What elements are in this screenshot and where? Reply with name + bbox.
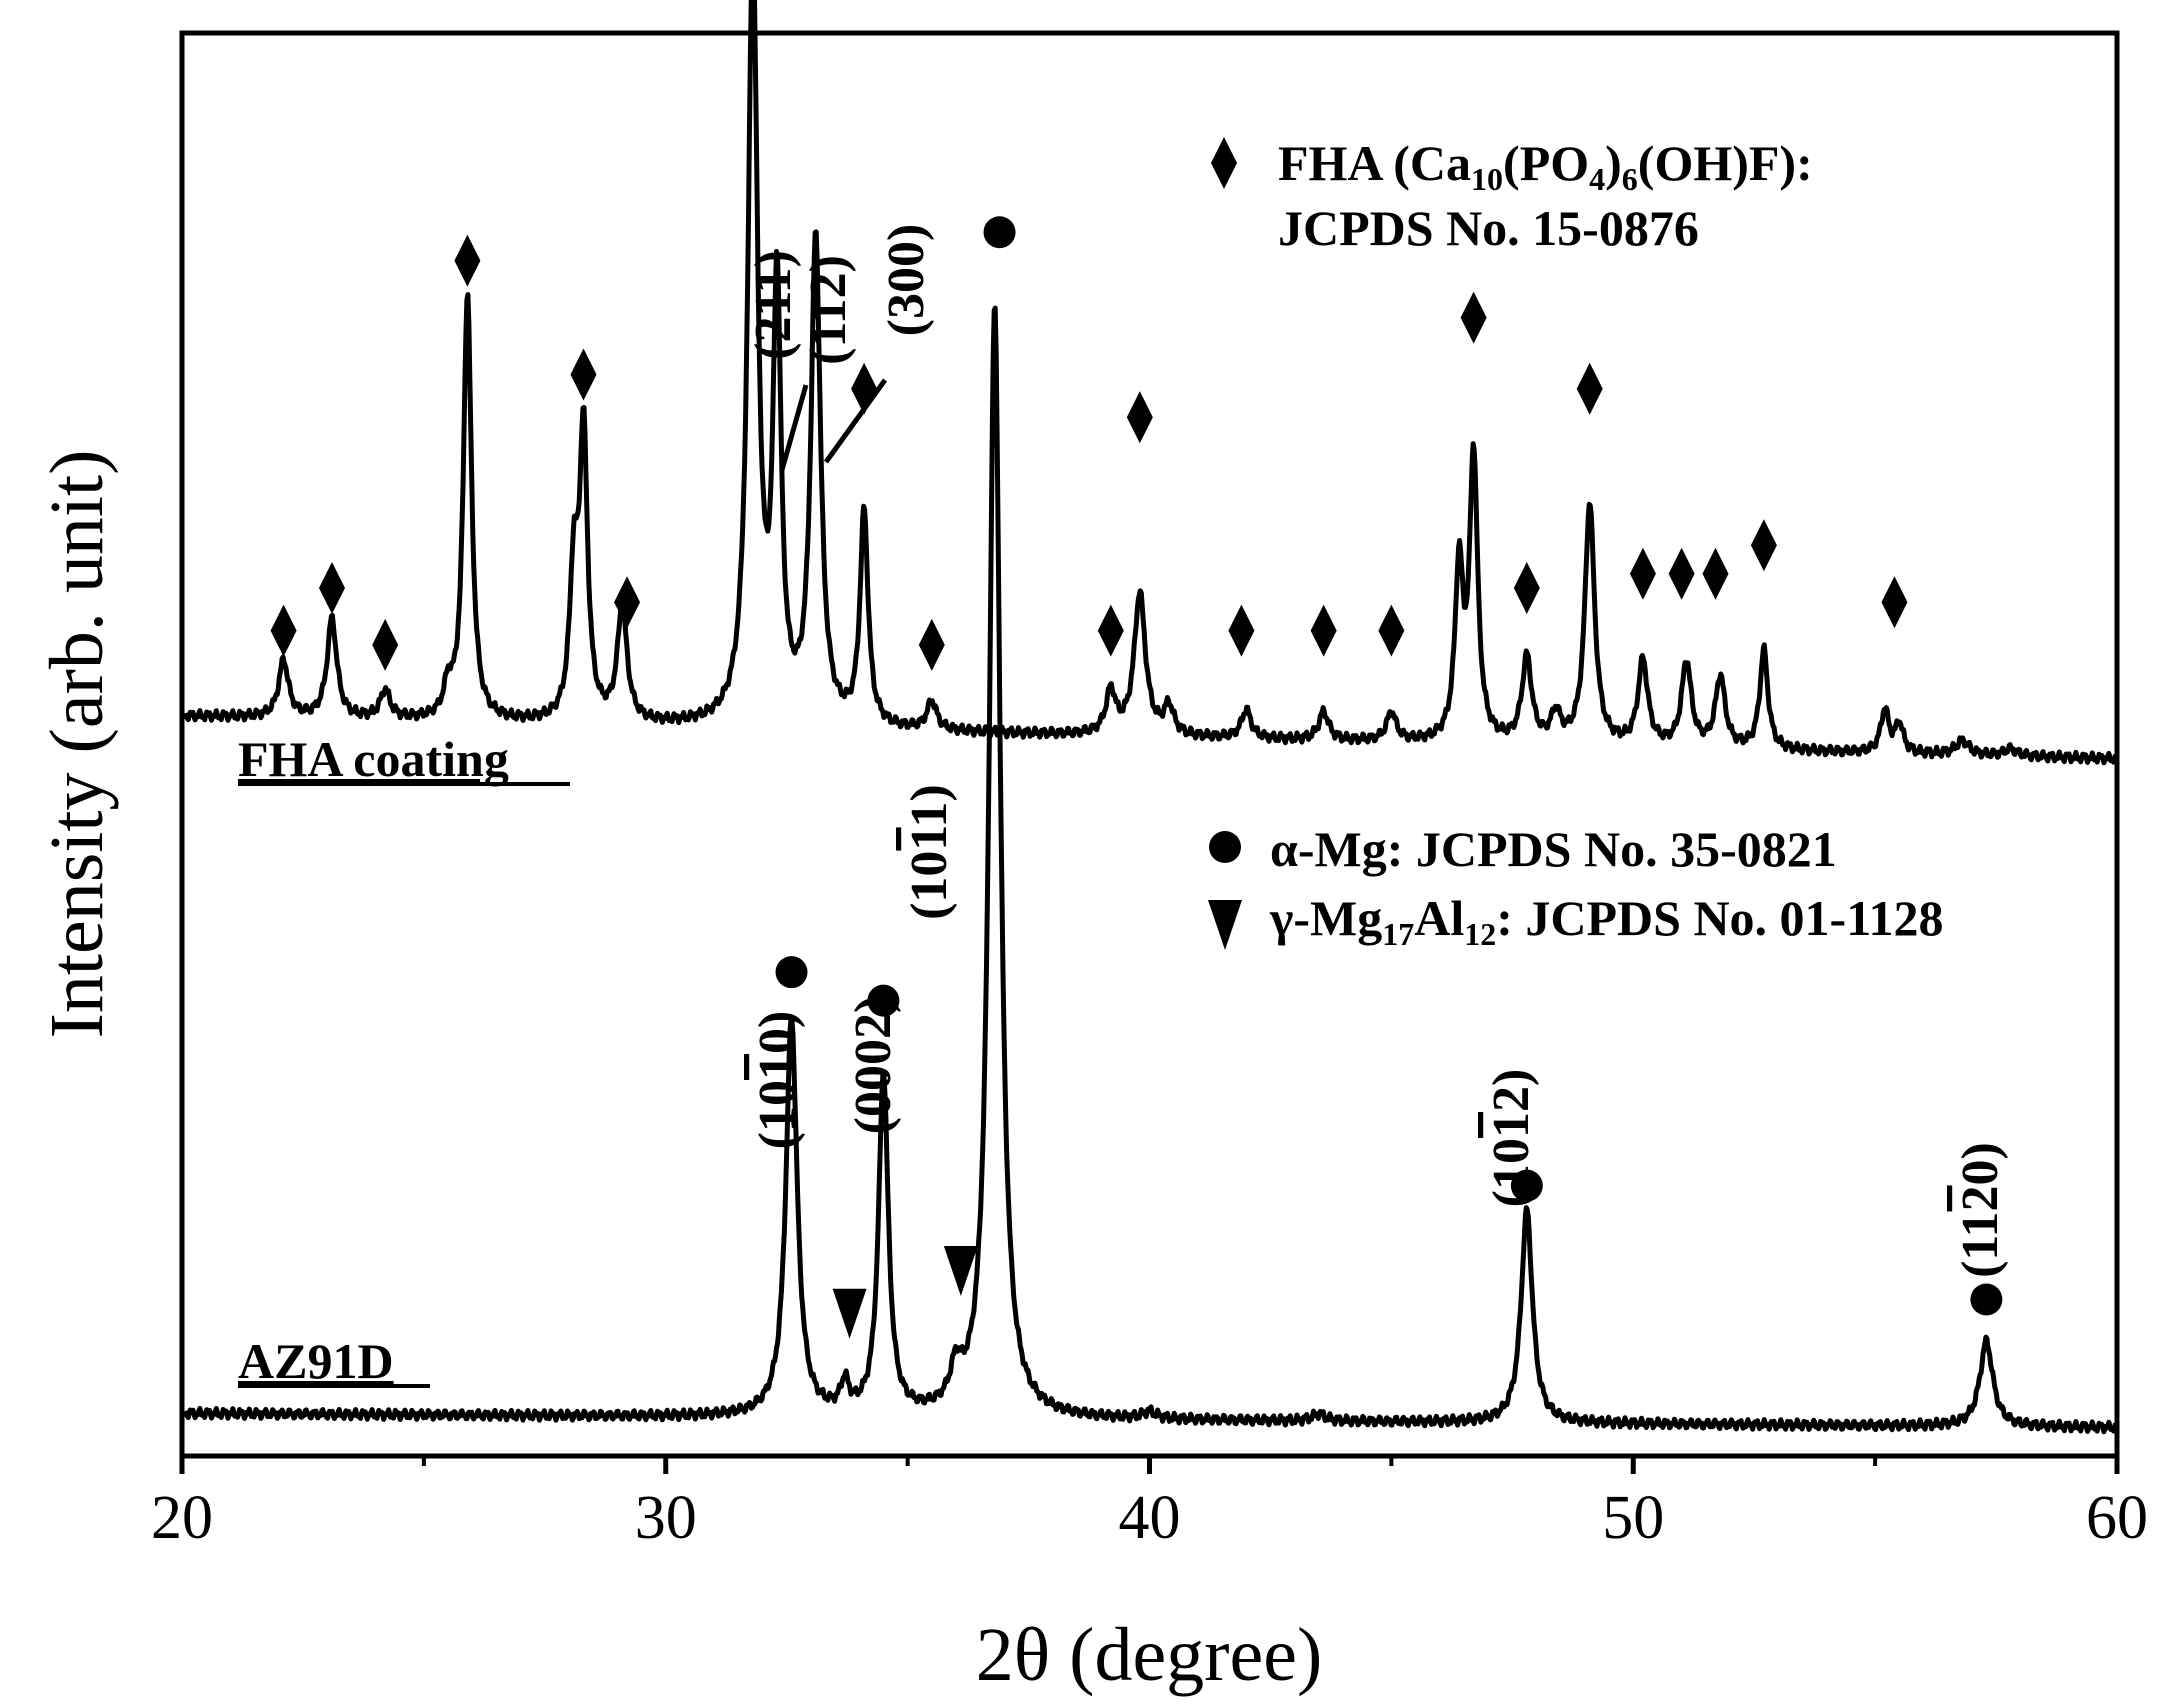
legend-gamma: γ-Mg17Al12: JCPDS No. 01-1128 — [1269, 890, 1943, 952]
circle-marker-icon — [775, 956, 808, 989]
diamond-marker-icon — [1576, 362, 1603, 415]
legend-circle-icon — [1209, 831, 1241, 863]
diamond-marker-icon — [1097, 604, 1124, 657]
diamond-marker-icon — [1460, 291, 1487, 344]
diamond-marker-icon — [1702, 547, 1729, 600]
legend-fha-line2: JCPDS No. 15-0876 — [1278, 200, 1699, 256]
fha-hkl-112: (112) — [800, 255, 857, 365]
diamond-marker-icon — [372, 618, 399, 671]
fha-coating-label: FHA coating — [238, 731, 509, 787]
diamond-marker-icon — [1750, 519, 1777, 572]
circle-marker-icon — [867, 984, 900, 1017]
legend-triangle-icon — [1208, 900, 1242, 950]
az91d-trace — [182, 305, 2118, 1435]
x-tick-label: 30 — [635, 1484, 697, 1552]
mg-hkl-10-11: (1011) — [901, 784, 958, 920]
diamond-marker-icon — [1310, 604, 1337, 657]
svg-text:(1010): (1010) — [749, 1011, 806, 1150]
x-axis-title: 2θ (degree) — [976, 1613, 1323, 1697]
circle-marker-icon — [1970, 1283, 2003, 1316]
mg-hkl-10-10: (1010) — [749, 1011, 806, 1150]
circle-marker-icon — [983, 216, 1016, 249]
diamond-marker-icon — [1228, 604, 1255, 657]
fha-hkl-211: (211) — [745, 250, 802, 360]
triangle-marker-icon — [943, 1246, 978, 1297]
diamond-marker-icon — [1881, 576, 1908, 629]
svg-text:(1012): (1012) — [1483, 1069, 1540, 1208]
svg-text:(1120): (1120) — [1952, 1142, 2009, 1278]
legend-mg: α-Mg: JCPDS No. 35-0821 — [1270, 821, 1837, 877]
mg-hkl-11-20: (1120) — [1952, 1142, 2009, 1278]
circle-marker-icon — [1510, 1169, 1543, 1202]
x-tick-label: 60 — [2086, 1484, 2148, 1552]
diamond-marker-icon — [1126, 391, 1153, 444]
x-axis-ticks: 20 30 40 50 60 — [151, 1456, 2148, 1552]
diamond-marker-icon — [318, 561, 345, 614]
y-axis-title: Intensity (arb. unit) — [35, 450, 119, 1039]
diamond-marker-icon — [270, 604, 297, 657]
fha-hkl-300: (300) — [878, 224, 935, 337]
diamond-marker-icon — [1629, 547, 1656, 600]
svg-text:(1011): (1011) — [901, 784, 958, 920]
mg-hkl-10-12: (1012) — [1483, 1069, 1540, 1208]
mg-hkl-0002: (0002) — [845, 996, 902, 1135]
hkl-300-leader — [823, 378, 888, 464]
diamond-marker-icon — [570, 348, 597, 401]
triangle-marker-icon — [832, 1288, 867, 1339]
diamond-marker-icon — [1378, 604, 1405, 657]
az91d-label: AZ91D — [238, 1333, 394, 1389]
x-tick-label: 50 — [1602, 1484, 1664, 1552]
x-tick-label: 20 — [151, 1484, 213, 1552]
svg-text:(0002): (0002) — [845, 996, 902, 1135]
hkl-112-leader — [779, 384, 809, 471]
phase-markers — [270, 216, 2003, 1339]
diamond-marker-icon — [918, 618, 945, 671]
diamond-marker-icon — [1513, 561, 1540, 614]
diamond-marker-icon — [454, 234, 481, 287]
fha-coating-trace — [182, 0, 2118, 766]
legend-fha-line1: FHA (Ca10(PO4)6(OH)F): — [1278, 135, 1813, 197]
legend-diamond-icon — [1211, 137, 1237, 189]
diamond-marker-icon — [1668, 547, 1695, 600]
diamond-marker-icon — [614, 576, 641, 629]
x-tick-label: 40 — [1119, 1484, 1181, 1552]
